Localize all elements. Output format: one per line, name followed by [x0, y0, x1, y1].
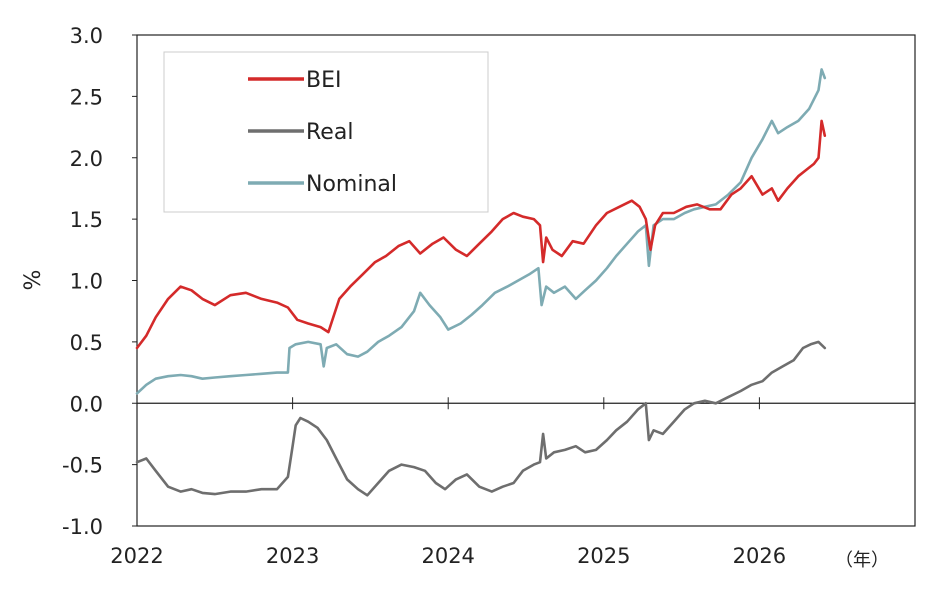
y-tick-label: 3.0 [70, 24, 103, 48]
y-tick-label: -0.5 [62, 454, 103, 478]
y-tick-label: -1.0 [62, 515, 103, 539]
legend-label-real: Real [306, 120, 353, 145]
legend: BEI Real Nominal [163, 51, 489, 213]
y-tick-label: 1.0 [70, 270, 103, 294]
legend-label-nominal: Nominal [306, 172, 397, 197]
y-tick-label: 0.0 [70, 392, 103, 416]
series-line-nominal [135, 68, 827, 395]
y-tick-label: 0.5 [70, 331, 103, 355]
legend-label-bei: BEI [306, 68, 341, 93]
legend-box [163, 51, 489, 213]
y-tick-label: 1.5 [70, 208, 103, 232]
y-tick-label: 2.5 [70, 85, 103, 109]
x-tick-label: 2024 [421, 544, 474, 568]
series-lines [135, 68, 827, 497]
x-tick-label: 2023 [266, 544, 319, 568]
series-line-real [135, 340, 827, 497]
y-axis-label: % [21, 270, 46, 291]
x-tick-label: 2022 [110, 544, 163, 568]
x-axis-unit-label: （年） [835, 550, 889, 571]
x-tick-label: 2025 [577, 544, 630, 568]
axis-ticks: 3.0 2.5 2.0 1.5 1.0 0.5 0.0 -0.5 -1.0 2022 2023 202… [62, 24, 915, 568]
y-tick-label: 2.0 [70, 147, 103, 171]
x-tick-label: 2026 [733, 544, 786, 568]
series-line-bei [135, 119, 827, 350]
